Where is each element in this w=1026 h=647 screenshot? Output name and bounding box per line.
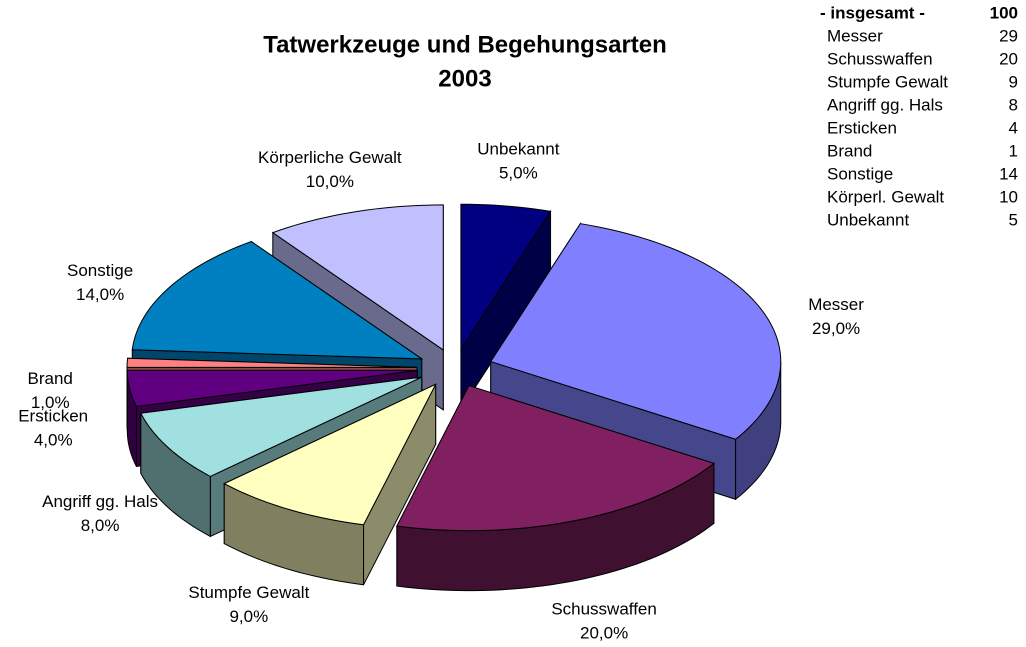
summary-value: 20 <box>999 49 1018 68</box>
slice <box>460 203 552 351</box>
slice-value: 4,0% <box>34 431 73 450</box>
summary-value: 14 <box>999 164 1018 183</box>
summary-name: Sonstige <box>827 164 893 183</box>
slice <box>489 223 782 440</box>
slice <box>271 204 444 351</box>
chart-title: Tatwerkzeuge und Begehungsarten <box>263 31 667 58</box>
summary-name: Ersticken <box>827 118 897 137</box>
summary-value: 1 <box>1009 141 1018 160</box>
slice-label: Sonstige <box>67 261 133 280</box>
summary-name: Brand <box>827 141 872 160</box>
slice <box>131 240 424 360</box>
slice-value: 14,0% <box>76 285 124 304</box>
slice-label: Messer <box>808 295 864 314</box>
summary-name: Angriff gg. Hals <box>827 95 943 114</box>
summary-name: Schusswaffen <box>827 49 933 68</box>
slice <box>223 383 437 526</box>
slice-label: Brand <box>28 369 73 388</box>
summary-name: Messer <box>827 26 883 45</box>
summary-value: 29 <box>999 26 1018 45</box>
slice-value: 10,0% <box>306 172 354 191</box>
slice <box>460 203 552 411</box>
summary-value: 9 <box>1009 72 1018 91</box>
slice <box>126 357 418 368</box>
slice <box>140 376 422 477</box>
chart-title: 2003 <box>438 65 491 92</box>
slice-label: Ersticken <box>18 407 88 426</box>
slice <box>396 384 715 592</box>
slice-label: Unbekannt <box>477 139 560 158</box>
summary-header: - insgesamt - <box>820 3 925 22</box>
summary-value: 5 <box>1009 210 1018 229</box>
summary-value: 4 <box>1009 118 1018 137</box>
slice-label: Körperliche Gewalt <box>258 148 402 167</box>
slice <box>223 383 437 586</box>
slice-value: 8,0% <box>81 516 120 535</box>
summary-value: 8 <box>1009 95 1018 114</box>
summary-name: Unbekannt <box>827 210 910 229</box>
slice-value: 1,0% <box>31 393 70 412</box>
slice <box>126 369 418 407</box>
slice <box>396 385 715 532</box>
slice-value: 9,0% <box>229 607 268 626</box>
slice-value: 5,0% <box>499 163 538 182</box>
slice-value: 20,0% <box>580 624 628 643</box>
slice-label: Angriff gg. Hals <box>42 492 158 511</box>
slice-value: 29,0% <box>812 319 860 338</box>
summary-name: Körperl. Gewalt <box>827 187 944 206</box>
summary-total: 100 <box>990 3 1018 22</box>
slice-label: Schusswaffen <box>551 600 657 619</box>
summary-value: 10 <box>999 187 1018 206</box>
slice-label: Stumpfe Gewalt <box>188 583 309 602</box>
summary-name: Stumpfe Gewalt <box>827 72 948 91</box>
